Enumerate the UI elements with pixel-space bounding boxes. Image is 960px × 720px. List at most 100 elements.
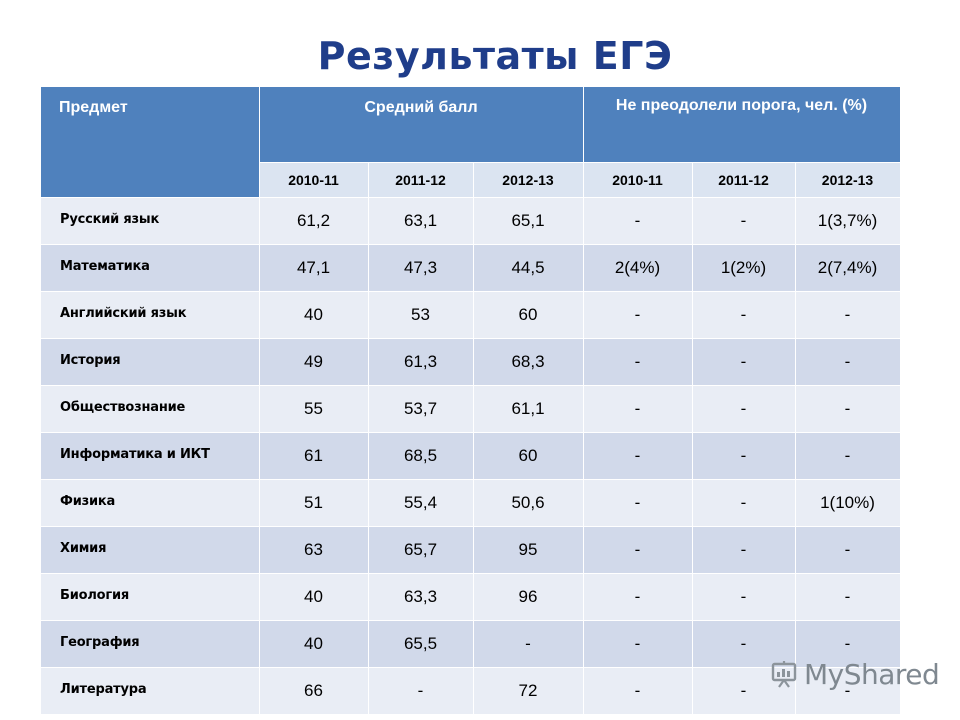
value-cell: 2(4%) <box>582 244 693 292</box>
table-row: Биология 40 63,3 96- - - <box>41 573 901 621</box>
value-cell: - <box>794 432 901 480</box>
value-cell: 40 <box>258 620 369 668</box>
value-cell: 1(2%) <box>691 244 796 292</box>
subject-cell: История <box>41 338 259 386</box>
value-cell: - <box>582 479 693 527</box>
table-row: История 49 61,3 68,3- - - <box>41 338 901 386</box>
value-cell: - <box>582 338 693 386</box>
value-cell: 2(7,4%) <box>794 244 901 292</box>
year-header: 2011-12 <box>367 162 474 198</box>
year-header: 2010-11 <box>582 162 693 198</box>
year-header: 2012-13 <box>472 162 584 198</box>
value-cell: 60 <box>472 432 584 480</box>
value-cell: - <box>582 667 693 714</box>
subject-cell: Химия <box>41 526 259 574</box>
subject-cell: Литература <box>41 667 259 714</box>
year-header: 2010-11 <box>258 162 369 198</box>
subject-cell: Английский язык <box>41 291 259 339</box>
table-row: Математика 47,1 47,3 44,5 2(4%) 1(2%) 2(7,4%) <box>41 244 901 292</box>
header-failed-threshold: Не преодолели порога, чел. (%) <box>583 87 901 163</box>
value-cell: - <box>691 667 796 714</box>
value-cell: - <box>691 291 796 339</box>
value-cell: - <box>794 667 901 714</box>
subject-cell: Физика <box>41 479 259 527</box>
value-cell: 53,7 <box>367 385 474 433</box>
table-row: Обществознание 55 53,7 61,1- - - <box>41 385 901 433</box>
value-cell: 68,3 <box>472 338 584 386</box>
value-cell: 51 <box>258 479 369 527</box>
watermark-text: MyShared <box>804 657 940 691</box>
watermark-logo: MyShared <box>770 657 940 691</box>
table-row: Русский язык 61,2 63,1 65,1- -1(3,7%) <box>41 197 901 245</box>
value-cell: - <box>691 197 796 245</box>
value-cell: 61,1 <box>472 385 584 433</box>
subject-cell: География <box>41 620 259 668</box>
subject-cell: Биология <box>41 573 259 621</box>
value-cell: - <box>582 385 693 433</box>
value-cell: 49 <box>258 338 369 386</box>
value-cell: 63 <box>258 526 369 574</box>
value-cell: 44,5 <box>472 244 584 292</box>
value-cell: - <box>691 573 796 621</box>
results-body: Русский язык 61,2 63,1 65,1- -1(3,7%) Математ… <box>41 197 901 714</box>
value-cell: 40 <box>258 291 369 339</box>
value-cell: 53 <box>367 291 474 339</box>
presentation-icon <box>770 660 798 688</box>
value-cell: 95 <box>472 526 584 574</box>
value-cell: 55 <box>258 385 369 433</box>
value-cell: - <box>582 620 693 668</box>
value-cell: 63,1 <box>367 197 474 245</box>
value-cell: - <box>691 526 796 574</box>
value-cell: 68,5 <box>367 432 474 480</box>
table-row: Английский язык 40 53 60- - - <box>41 291 901 339</box>
table-row: География 40 65,5- - - - <box>41 620 901 668</box>
value-cell: 47,3 <box>367 244 474 292</box>
value-cell: - <box>794 526 901 574</box>
value-cell: - <box>691 479 796 527</box>
table-row: Химия 63 65,7 95- - - <box>41 526 901 574</box>
value-cell: 65,1 <box>472 197 584 245</box>
value-cell: - <box>367 667 474 714</box>
value-cell: 65,7 <box>367 526 474 574</box>
value-cell: 50,6 <box>472 479 584 527</box>
value-cell: - <box>794 385 901 433</box>
header-average-score: Средний балл <box>259 87 584 163</box>
value-cell: - <box>582 526 693 574</box>
table-row: Информатика и ИКТ 61 68,5 60- - - <box>41 432 901 480</box>
value-cell: 72 <box>472 667 584 714</box>
value-cell: 61,2 <box>258 197 369 245</box>
subject-cell: Русский язык <box>41 197 259 245</box>
value-cell: 1(3,7%) <box>794 197 901 245</box>
value-cell: 66 <box>258 667 369 714</box>
value-cell: 61,3 <box>367 338 474 386</box>
value-cell: - <box>794 291 901 339</box>
table-row: Литература 66-72- - - <box>41 667 901 714</box>
value-cell: - <box>794 620 901 668</box>
year-header: 2012-13 <box>794 162 901 198</box>
value-cell: - <box>691 620 796 668</box>
value-cell: 63,3 <box>367 573 474 621</box>
year-header: 2011-12 <box>691 162 796 198</box>
value-cell: 47,1 <box>258 244 369 292</box>
value-cell: - <box>794 573 901 621</box>
value-cell: - <box>582 432 693 480</box>
results-table: Предмет Средний балл Не преодолели порог… <box>41 87 901 714</box>
value-cell: - <box>691 338 796 386</box>
value-cell: 60 <box>472 291 584 339</box>
value-cell: - <box>582 291 693 339</box>
value-cell: - <box>691 385 796 433</box>
value-cell: 65,5 <box>367 620 474 668</box>
value-cell: 96 <box>472 573 584 621</box>
value-cell: - <box>472 620 584 668</box>
value-cell: 61 <box>258 432 369 480</box>
value-cell: 1(10%) <box>794 479 901 527</box>
value-cell: - <box>691 432 796 480</box>
value-cell: - <box>582 197 693 245</box>
value-cell: - <box>582 573 693 621</box>
subject-cell: Информатика и ИКТ <box>41 432 259 480</box>
value-cell: 55,4 <box>367 479 474 527</box>
value-cell: - <box>794 338 901 386</box>
page-title: Результаты ЕГЭ <box>317 34 673 78</box>
value-cell: 40 <box>258 573 369 621</box>
table-row: Физика 51 55,4 50,6- -1(10%) <box>41 479 901 527</box>
